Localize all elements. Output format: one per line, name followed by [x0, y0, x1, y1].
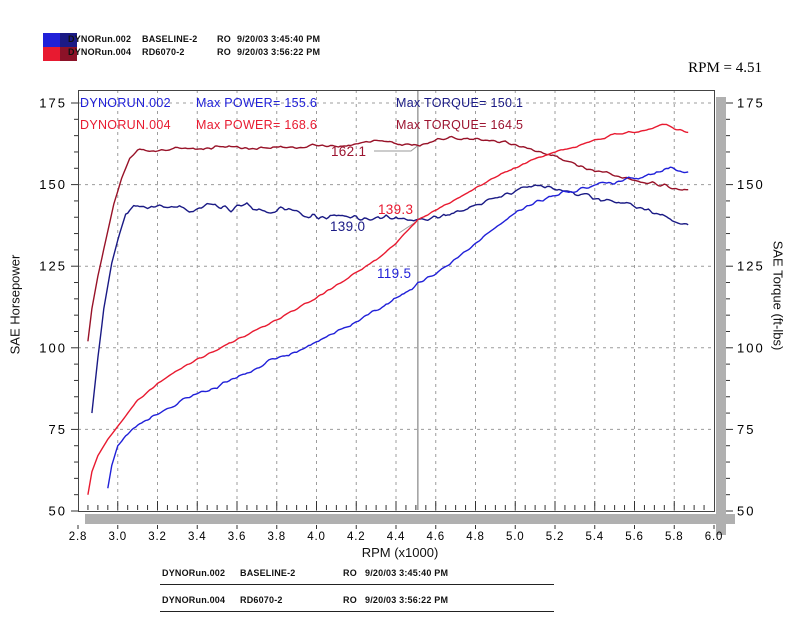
annotation-run004-max-torque: Max TORQUE= 164.5: [396, 118, 524, 132]
y-tick-label-right: 100: [737, 340, 765, 355]
x-tick-label: 2.8: [69, 531, 87, 543]
x-tick-label: 4.8: [466, 531, 484, 543]
cursor-value-power-run002: 119.5: [377, 266, 412, 281]
torque-002-curve: [91, 184, 689, 414]
x-axis-title: RPM (x1000): [361, 545, 439, 560]
table-run002-setup: BASELINE-2: [240, 568, 296, 578]
power-004-curve: [87, 123, 689, 495]
x-tick-label: 5.8: [665, 531, 683, 543]
swatch-run004-torque: [60, 47, 77, 61]
x-tick-label: 5.6: [625, 531, 643, 543]
swatch-run002-power: [43, 33, 60, 47]
x-tick-label: 4.4: [387, 531, 405, 543]
legend-run004-ro: RO: [217, 47, 231, 57]
run-table-divider-1: [160, 584, 554, 585]
y-tick-label-right: 125: [737, 259, 765, 274]
power-002-curve: [107, 166, 689, 489]
x-tick-label: 5.0: [506, 531, 524, 543]
annotation-run004-name: DYNORUN.004: [80, 118, 171, 132]
table-run004-datetime: 9/20/03 3:56:22 PM: [365, 595, 449, 605]
legend-run004-datetime: 9/20/03 3:56:22 PM: [237, 47, 321, 57]
legend-row-run002: DYNORun.002 BASELINE-2 RO 9/20/03 3:45:40 P…: [68, 33, 320, 46]
y-axis-title-right: SAE Torque (ft-lbs): [770, 240, 786, 351]
torque-004-curve: [87, 135, 689, 342]
table-run002-ro: RO: [343, 568, 357, 578]
y-tick-label-right: 50: [737, 504, 755, 519]
legend-run002-ro: RO: [217, 34, 231, 44]
plot-border: [78, 90, 715, 512]
legend-run002-datetime: 9/20/03 3:45:40 PM: [237, 34, 321, 44]
y-axis-title-left: SAE Horsepower: [7, 254, 23, 355]
run-table-row-run004: DYNORun.004 RD6070-2 RO 9/20/03 3:56:22 PM: [162, 594, 448, 607]
plot-shadow-right: [716, 97, 726, 535]
legend-run004-setup: RD6070-2: [142, 47, 185, 57]
y-tick-label-left: 150: [39, 177, 67, 192]
table-run004-setup: RD6070-2: [240, 595, 283, 605]
table-run002-file: DYNORun.002: [162, 568, 226, 578]
swatch-run002-torque: [60, 33, 77, 47]
cursor-value-power-run004: 139.3: [378, 202, 414, 217]
run-table-row-run002: DYNORun.002 BASELINE-2 RO 9/20/03 3:45:40 P…: [162, 567, 448, 580]
y-tick-label-right: 150: [737, 177, 765, 192]
run-color-swatches: [43, 33, 77, 61]
x-tick-label: 5.4: [586, 531, 604, 543]
x-tick-label: 5.2: [546, 531, 564, 543]
cursor-value-torque-run002: 139.0: [330, 219, 366, 234]
y-tick-label-left: 50: [49, 504, 67, 519]
annotation-run004-max-power: Max POWER= 168.6: [196, 118, 318, 132]
annotation-run002-name: DYNORUN.002: [80, 96, 171, 110]
x-tick-label: 3.4: [188, 531, 206, 543]
cursor-value-torque-run004: 162.1: [331, 144, 367, 159]
x-tick-label: 3.0: [109, 531, 127, 543]
x-tick-label: 4.6: [427, 531, 445, 543]
table-run004-file: DYNORun.004: [162, 595, 226, 605]
legend-run004-file: DYNORun.004: [68, 47, 132, 57]
y-tick-label-right: 75: [737, 422, 755, 437]
legend-run002-setup: BASELINE-2: [142, 34, 198, 44]
cursor-rpm-readout: RPM = 4.51: [688, 60, 762, 76]
x-tick-label: 3.8: [268, 531, 286, 543]
plot-shadow-bottom: [85, 514, 735, 524]
y-tick-label-right: 175: [737, 96, 765, 111]
annotation-run002-max-torque: Max TORQUE= 150.1: [396, 96, 524, 110]
x-tick-label: 4.0: [307, 531, 325, 543]
y-tick-label-left: 125: [39, 259, 67, 274]
y-tick-label-left: 100: [39, 340, 67, 355]
run-table: DYNORun.002 BASELINE-2 RO 9/20/03 3:45:40 P…: [162, 567, 448, 607]
table-run002-datetime: 9/20/03 3:45:40 PM: [365, 568, 449, 578]
run-legend: DYNORun.002 BASELINE-2 RO 9/20/03 3:45:40 P…: [68, 33, 320, 59]
y-tick-label-left: 75: [49, 422, 67, 437]
x-tick-label: 4.2: [347, 531, 365, 543]
x-tick-label: 3.2: [148, 531, 166, 543]
label-leader-torque004: [374, 145, 419, 152]
run-table-divider-2: [160, 611, 554, 612]
annotation-run002-max-power: Max POWER= 155.6: [196, 96, 318, 110]
x-tick-label: 6.0: [705, 531, 723, 543]
legend-row-run004: DYNORun.004 RD6070-2 RO 9/20/03 3:56:22 PM: [68, 46, 320, 59]
y-tick-label-left: 175: [39, 96, 67, 111]
legend-run002-file: DYNORun.002: [68, 34, 132, 44]
x-tick-label: 3.6: [228, 531, 246, 543]
table-run004-ro: RO: [343, 595, 357, 605]
swatch-run004-power: [43, 47, 60, 61]
